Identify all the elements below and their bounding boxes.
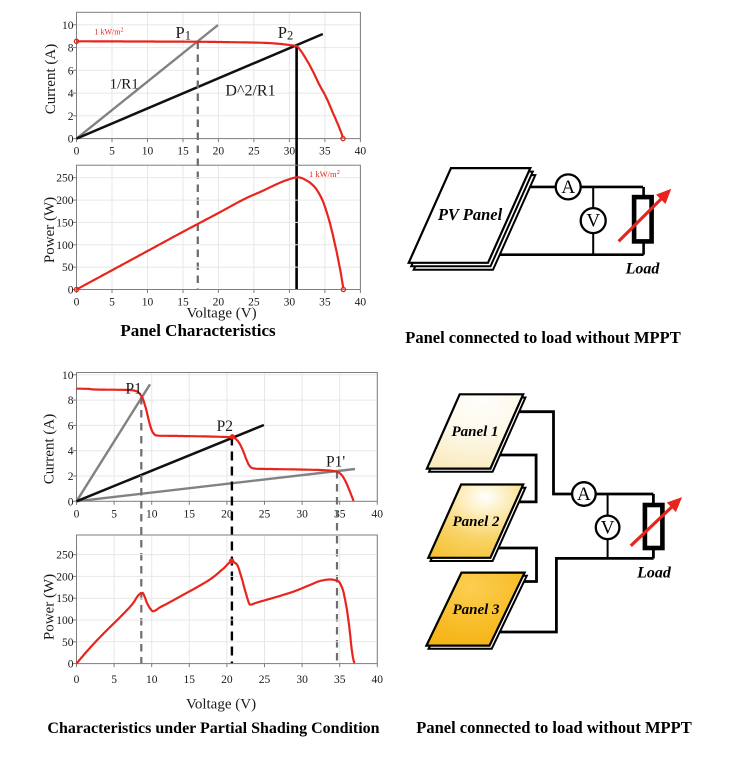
svg-text:Panel 2: Panel 2	[452, 514, 500, 530]
svg-text:A: A	[561, 177, 575, 198]
svg-text:200: 200	[56, 571, 74, 583]
svg-text:4: 4	[68, 446, 74, 458]
svg-text:0: 0	[74, 297, 80, 309]
svg-text:1 kW/m2: 1 kW/m2	[309, 169, 340, 179]
svg-text:0: 0	[74, 146, 80, 158]
svg-text:35: 35	[319, 146, 331, 158]
svg-text:200: 200	[56, 195, 74, 207]
svg-text:15: 15	[177, 297, 189, 309]
svg-text:50: 50	[62, 637, 74, 649]
svg-text:Panel Characteristics: Panel Characteristics	[120, 321, 276, 340]
svg-text:Load: Load	[636, 565, 672, 582]
svg-text:0: 0	[68, 134, 74, 146]
svg-text:30: 30	[296, 674, 308, 686]
svg-text:1/R1: 1/R1	[110, 77, 139, 93]
svg-text:35: 35	[319, 297, 331, 309]
svg-text:Voltage (V): Voltage (V)	[186, 697, 256, 713]
svg-text:150: 150	[56, 593, 74, 605]
svg-text:5: 5	[111, 508, 117, 520]
svg-text:30: 30	[296, 508, 308, 520]
svg-text:10: 10	[62, 20, 74, 32]
svg-text:Panel connected to load withou: Panel connected to load without MPPT	[416, 718, 691, 737]
svg-text:20: 20	[221, 508, 233, 520]
svg-text:5: 5	[109, 146, 115, 158]
svg-text:4: 4	[68, 88, 74, 100]
svg-text:P2: P2	[217, 418, 233, 435]
svg-text:25: 25	[248, 146, 260, 158]
svg-text:100: 100	[56, 240, 74, 252]
svg-text:0: 0	[74, 508, 80, 520]
svg-text:Current (A): Current (A)	[43, 44, 59, 114]
svg-text:15: 15	[184, 508, 196, 520]
svg-text:Current (A): Current (A)	[42, 414, 58, 484]
svg-text:35: 35	[334, 508, 346, 520]
svg-text:250: 250	[56, 550, 74, 562]
svg-text:20: 20	[213, 146, 225, 158]
svg-text:15: 15	[177, 146, 189, 158]
svg-text:150: 150	[56, 217, 74, 229]
svg-text:30: 30	[284, 297, 296, 309]
svg-text:Power (W): Power (W)	[42, 574, 58, 640]
svg-text:5: 5	[111, 674, 117, 686]
svg-text:50: 50	[62, 262, 74, 274]
svg-text:1 kW/m2: 1 kW/m2	[95, 28, 124, 37]
svg-text:5: 5	[109, 297, 115, 309]
svg-text:2: 2	[68, 111, 74, 123]
svg-text:6: 6	[68, 65, 74, 77]
svg-text:20: 20	[221, 674, 233, 686]
svg-text:10: 10	[142, 146, 154, 158]
svg-text:0: 0	[68, 496, 74, 508]
svg-text:Characteristics under Partial: Characteristics under Partial Shading Co…	[47, 720, 379, 737]
svg-text:10: 10	[142, 297, 154, 309]
svg-text:P2: P2	[278, 23, 293, 43]
svg-text:Panel connected to load withou: Panel connected to load without MPPT	[405, 328, 680, 347]
svg-text:250: 250	[56, 173, 74, 185]
svg-text:P1: P1	[126, 381, 142, 398]
svg-text:6: 6	[68, 420, 74, 432]
svg-text:P1': P1'	[326, 454, 345, 471]
svg-text:0: 0	[68, 659, 74, 671]
svg-text:40: 40	[372, 508, 384, 520]
svg-text:25: 25	[248, 297, 260, 309]
svg-text:V: V	[601, 517, 615, 538]
svg-text:35: 35	[334, 674, 346, 686]
svg-text:30: 30	[284, 146, 296, 158]
svg-text:2: 2	[68, 471, 74, 483]
svg-text:8: 8	[68, 43, 74, 55]
svg-text:0: 0	[74, 674, 80, 686]
svg-text:0: 0	[68, 285, 74, 297]
svg-text:20: 20	[213, 297, 225, 309]
svg-text:8: 8	[68, 395, 74, 407]
svg-text:Power (W): Power (W)	[42, 197, 58, 263]
svg-text:25: 25	[259, 674, 271, 686]
svg-text:10: 10	[62, 370, 74, 382]
svg-text:Load: Load	[625, 261, 661, 278]
svg-text:40: 40	[355, 146, 367, 158]
svg-text:P1: P1	[176, 23, 191, 43]
svg-text:Panel 1: Panel 1	[451, 424, 498, 440]
svg-text:40: 40	[355, 297, 367, 309]
svg-text:10: 10	[146, 674, 158, 686]
svg-text:V: V	[586, 211, 600, 232]
svg-text:PV Panel: PV Panel	[437, 205, 503, 224]
svg-text:100: 100	[56, 615, 74, 627]
svg-text:25: 25	[259, 508, 271, 520]
svg-text:15: 15	[184, 674, 196, 686]
svg-text:D^2/R1: D^2/R1	[225, 83, 275, 100]
svg-text:40: 40	[372, 674, 384, 686]
svg-text:Voltage (V): Voltage (V)	[186, 306, 256, 322]
svg-text:A: A	[577, 484, 591, 505]
svg-text:10: 10	[146, 508, 158, 520]
svg-text:Panel 3: Panel 3	[452, 602, 500, 618]
